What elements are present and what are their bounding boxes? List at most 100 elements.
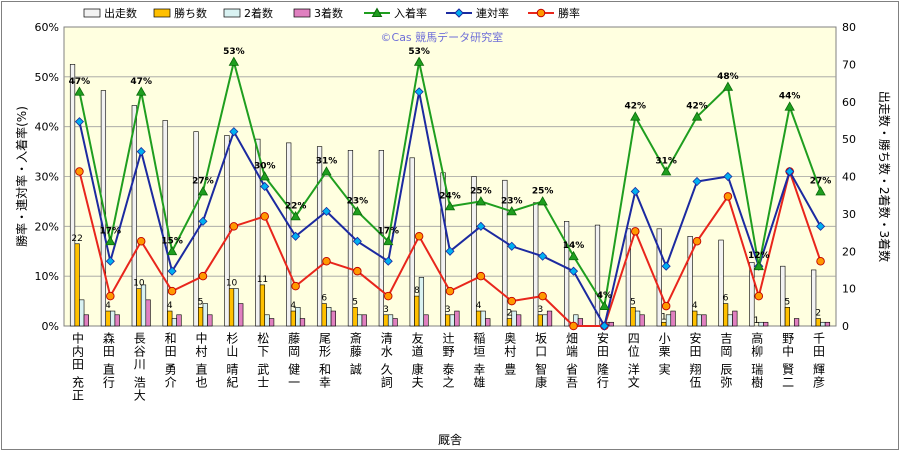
bar-2着数 — [511, 310, 517, 327]
legend-marker — [371, 7, 383, 17]
bar-2着数 — [326, 307, 332, 327]
legend-label: 連対率 — [476, 6, 509, 20]
marker-連対率 — [723, 171, 733, 182]
marker-入着率 — [568, 250, 579, 261]
bar-出走数 — [69, 64, 76, 327]
bar-3着数 — [83, 314, 89, 327]
x-category-label: 稲垣 幸雄 — [472, 332, 486, 389]
legend-label: 出走数 — [104, 6, 137, 20]
bar-2着数 — [79, 299, 85, 327]
marker-勝率 — [75, 167, 84, 176]
bar-出走数 — [564, 221, 570, 327]
bar-勝ち数 — [352, 307, 358, 327]
bar-2着数 — [418, 277, 425, 327]
bar-出走数 — [687, 236, 693, 327]
line-data-label: 53% — [408, 47, 430, 57]
x-category-label: 四位 洋文 — [626, 332, 640, 389]
x-category-label: 友道 康夫 — [410, 332, 424, 389]
y-left-tick-label: 30% — [35, 171, 59, 184]
y-left-tick-label: 10% — [35, 270, 59, 283]
bar-2着数 — [820, 321, 826, 327]
bar-勝ち数 — [445, 314, 451, 327]
bar-data-label: 1 — [661, 312, 667, 322]
marker-勝率 — [631, 227, 640, 236]
marker-入着率 — [259, 171, 270, 181]
marker-入着率 — [784, 101, 795, 111]
line-data-label: 23% — [501, 196, 523, 206]
bar-data-label: 4 — [692, 301, 698, 311]
bar-勝ち数 — [136, 288, 142, 327]
bar-2着数 — [171, 318, 177, 327]
marker-入着率 — [321, 166, 332, 176]
marker-入着率 — [444, 201, 456, 211]
line-data-label: 15% — [161, 236, 183, 246]
x-category-label: 辻野 泰之 — [441, 332, 455, 389]
x-category-label: 松下 武士 — [256, 332, 270, 389]
bar-data-label: 4 — [105, 301, 111, 311]
bar-勝ち数 — [321, 303, 327, 327]
watermark: ©Cas 競馬データ研究室 — [381, 30, 504, 44]
bar-勝ち数 — [537, 314, 543, 327]
bar-3着数 — [577, 318, 584, 327]
marker-連対率 — [815, 221, 826, 231]
line-data-label: 23% — [347, 196, 369, 206]
bar-data-label: 6 — [321, 294, 327, 304]
marker-入着率 — [74, 86, 85, 96]
bar-2着数 — [634, 310, 641, 327]
marker-勝率 — [816, 256, 825, 266]
marker-勝率 — [198, 271, 208, 281]
y-left-tick-label: 60% — [35, 21, 59, 34]
bar-3着数 — [732, 310, 738, 327]
y-right-axis-title: 出走数・勝ち数・2着数・3着数 — [877, 91, 892, 262]
marker-勝率 — [692, 237, 702, 246]
y-left-axis-title: 勝率・連対率・入着率(%) — [14, 106, 29, 247]
x-category-label: 坂口 智康 — [534, 332, 548, 389]
bar-data-label: 3 — [383, 305, 389, 315]
legend-label: 勝ち数 — [174, 6, 207, 20]
line-data-label: 4% — [597, 291, 612, 301]
marker-連対率 — [198, 216, 208, 226]
marker-勝率 — [322, 256, 331, 266]
bar-2着数 — [295, 307, 301, 327]
y-right-tick-label: 70 — [842, 58, 856, 71]
marker-連対率 — [568, 266, 579, 276]
bar-勝ち数 — [198, 307, 204, 327]
bar-data-label: 5 — [785, 297, 791, 307]
y-right-tick-label: 0 — [842, 320, 849, 333]
marker-連対率 — [692, 176, 702, 187]
x-category-label: 安田 翔伍 — [688, 331, 702, 389]
marker-入着率 — [413, 56, 425, 66]
x-category-label: 奥村 豊 — [503, 332, 517, 376]
line-data-label: 14% — [563, 241, 585, 251]
marker-連対率 — [630, 186, 640, 197]
y-left-tick-label: 50% — [35, 71, 59, 84]
x-category-label: 中内田 充正 — [70, 331, 84, 402]
bar-2着数 — [110, 310, 116, 327]
bar-勝ち数 — [105, 310, 111, 327]
bar-出走数 — [286, 142, 292, 327]
bar-data-label: 3 — [445, 305, 451, 315]
legend-label: 2着数 — [244, 6, 273, 20]
legend-marker — [454, 8, 464, 18]
marker-連対率 — [105, 256, 115, 266]
bar-2着数 — [758, 321, 764, 327]
x-axis-title: 厩舎 — [438, 433, 462, 447]
marker-連対率 — [414, 87, 424, 97]
marker-勝率 — [353, 266, 362, 276]
marker-入着率 — [290, 211, 301, 221]
bar-data-label: 4 — [476, 301, 482, 311]
marker-入着率 — [815, 186, 826, 196]
bar-勝ち数 — [228, 288, 235, 327]
line-data-label: 30% — [254, 162, 276, 172]
bar-勝ち数 — [414, 295, 420, 327]
bar-2着数 — [357, 314, 363, 327]
marker-入着率 — [660, 166, 672, 176]
marker-勝率 — [476, 271, 486, 281]
marker-入着率 — [228, 56, 240, 66]
bar-data-label: 3 — [537, 305, 543, 315]
bar-勝ち数 — [815, 318, 821, 327]
legend-swatch-勝ち数 — [153, 8, 171, 18]
line-data-label: 47% — [130, 77, 152, 87]
bar-3着数 — [485, 318, 491, 327]
